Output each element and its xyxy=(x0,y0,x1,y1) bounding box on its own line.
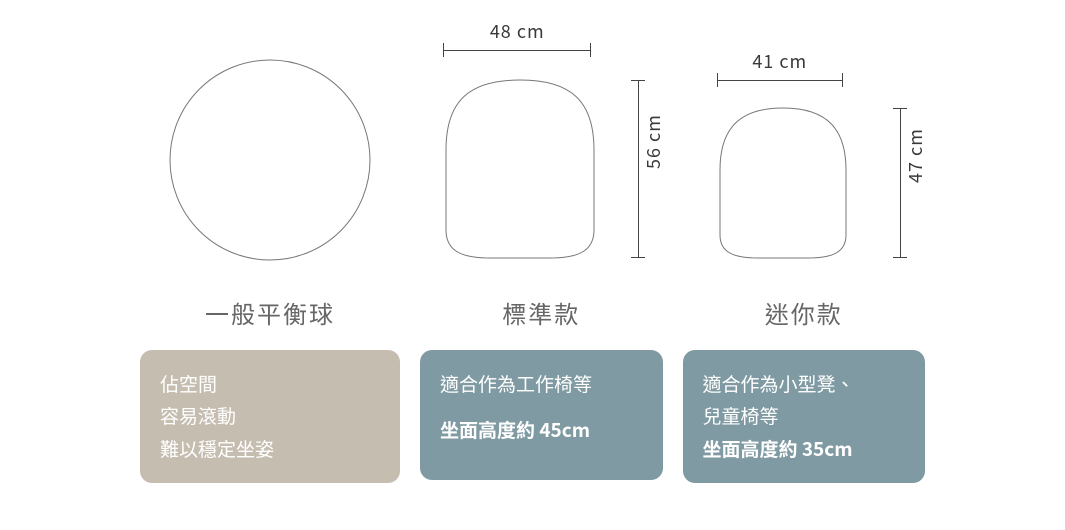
figure-balance-ball xyxy=(140,0,400,285)
column-balance-ball: 一般平衡球 佔空間 容易滾動 難以穩定坐姿 xyxy=(140,0,400,530)
info-bold-line: 坐面高度約 35cm xyxy=(703,433,906,465)
info-line: 容易滾動 xyxy=(160,400,380,432)
height-dimension-mini: 47 cm xyxy=(893,108,907,258)
infobox-balance-ball: 佔空間 容易滾動 難以穩定坐姿 xyxy=(140,350,400,483)
column-mini: 41 cm 47 cm 迷你款 適合作為小型凳、 兒童椅等 坐面高度約 35cm xyxy=(683,0,926,530)
title-mini: 迷你款 xyxy=(765,295,843,330)
info-line: 佔空間 xyxy=(160,368,380,400)
height-label-mini: 47 cm xyxy=(902,128,928,183)
title-balance-ball: 一般平衡球 xyxy=(205,295,335,330)
column-standard: 48 cm 56 cm 標準款 適合作為工作椅等 坐面高度約 45cm xyxy=(420,0,663,530)
comparison-columns: 一般平衡球 佔空間 容易滾動 難以穩定坐姿 48 cm 56 cm xyxy=(0,0,1065,530)
circle-shape xyxy=(140,0,400,285)
info-bold-line: 坐面高度約 45cm xyxy=(440,414,643,446)
info-line: 適合作為工作椅等 xyxy=(440,368,643,400)
infobox-mini: 適合作為小型凳、 兒童椅等 坐面高度約 35cm xyxy=(683,350,926,483)
info-line: 適合作為小型凳、 xyxy=(703,368,906,400)
info-line: 難以穩定坐姿 xyxy=(160,433,380,465)
title-standard: 標準款 xyxy=(502,295,580,330)
height-dimension-standard: 56 cm xyxy=(631,80,645,258)
height-label-standard: 56 cm xyxy=(640,114,666,169)
figure-standard: 48 cm 56 cm xyxy=(420,0,663,285)
figure-mini: 41 cm 47 cm xyxy=(683,0,926,285)
infobox-standard: 適合作為工作椅等 坐面高度約 45cm xyxy=(420,350,663,480)
info-line: 兒童椅等 xyxy=(703,400,906,432)
